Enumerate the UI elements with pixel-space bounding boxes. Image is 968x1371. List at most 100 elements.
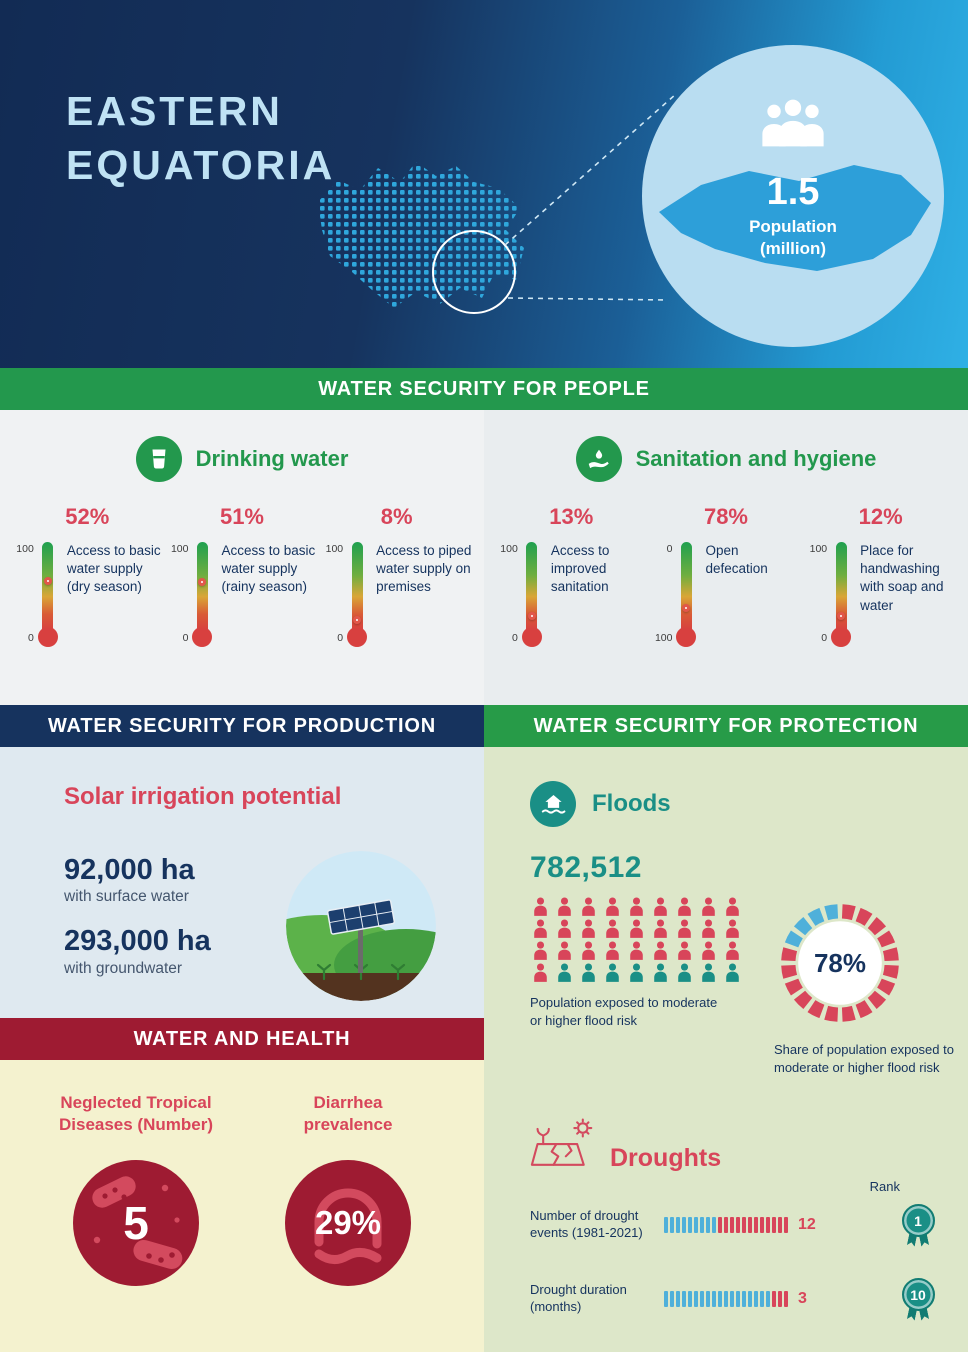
scale-bottom: 0 bbox=[182, 632, 189, 644]
donut-segment bbox=[793, 916, 813, 936]
person-icon bbox=[698, 919, 719, 938]
drought-events-row: Number of drought events (1981-2021) 12 … bbox=[530, 1204, 940, 1246]
thermometer-scale: 100 0 bbox=[166, 542, 189, 644]
solar-irrigation-row: 92,000 ha with surface water 293,000 ha … bbox=[64, 851, 484, 1001]
thermometer-value: 13% bbox=[549, 504, 594, 529]
ntd-circle: 5 bbox=[73, 1160, 199, 1287]
person-icon bbox=[698, 941, 719, 960]
sanitation-panel: Sanitation and hygiene 13% 100 0 Access to … bbox=[484, 410, 968, 705]
thermometer-label: Access to basic water supply (dry season… bbox=[66, 543, 161, 595]
population-circle: 1.5 Population (million) bbox=[642, 45, 944, 347]
page-title-line1: EASTERN bbox=[66, 88, 283, 134]
person-icon bbox=[530, 963, 551, 982]
person-icon bbox=[650, 897, 671, 916]
scale-top: 100 bbox=[325, 543, 344, 555]
thermometer-scale: 100 0 bbox=[12, 542, 34, 644]
donut-segment bbox=[877, 930, 896, 948]
bar-tick bbox=[700, 1217, 704, 1234]
person-icon bbox=[602, 941, 623, 960]
left-column: Solar irrigation potential 92,000 ha wit… bbox=[0, 747, 484, 1353]
drought-duration-bars bbox=[664, 1291, 788, 1308]
person-icon bbox=[674, 941, 695, 960]
scale-top: 100 bbox=[809, 543, 828, 555]
droughts-title: Droughts bbox=[610, 1144, 722, 1173]
thermometer-label: Open defecation bbox=[705, 543, 768, 577]
donut-segment bbox=[882, 964, 899, 979]
thermometer-drinking-1: 51% 100 0 Access to basic water supply (rai… bbox=[167, 504, 317, 647]
thermometer-label: Access to piped water supply on premises bbox=[376, 543, 472, 595]
drought-events-value: 12 bbox=[798, 1216, 816, 1234]
drought-events-label: Number of drought events (1981-2021) bbox=[530, 1208, 643, 1241]
thermometer-gauge bbox=[37, 542, 58, 647]
thermometer-bulb bbox=[676, 627, 697, 647]
drought-duration-value: 3 bbox=[798, 1290, 807, 1308]
drought-duration-row: Drought duration (months) 3 10 bbox=[530, 1278, 940, 1320]
donut-segment bbox=[807, 1000, 825, 1019]
droughts-block: Droughts Rank Number of drought events (… bbox=[530, 1118, 940, 1320]
zoom-circle bbox=[432, 230, 516, 314]
production-content: Solar irrigation potential 92,000 ha wit… bbox=[0, 747, 484, 1018]
scale-bottom: 0 bbox=[511, 632, 518, 644]
eastern-equatoria-region-shape bbox=[659, 165, 931, 271]
flood-donut-block: 78% Share of population exposed to moder… bbox=[774, 897, 964, 1076]
bar-tick bbox=[700, 1291, 704, 1308]
rank-medal-value: 10 bbox=[901, 1278, 935, 1312]
drinking-water-header: Drinking water bbox=[0, 436, 484, 482]
bar-tick bbox=[676, 1217, 680, 1234]
person-icon bbox=[602, 919, 623, 938]
magnifier-overlay bbox=[432, 93, 677, 314]
bar-tick bbox=[724, 1291, 728, 1308]
donut-segment bbox=[807, 907, 825, 926]
floods-title: Floods bbox=[592, 790, 671, 817]
person-icon bbox=[602, 963, 623, 982]
bar-tick bbox=[682, 1217, 686, 1234]
bar-tick bbox=[724, 1217, 728, 1234]
thermometer-tube bbox=[835, 542, 847, 630]
drinking-water-thermometers: 52% 100 0 Access to basic water supply (dry… bbox=[0, 504, 484, 647]
thermometer-label: Access to basic water supply (rainy seas… bbox=[221, 543, 316, 595]
donut-segment bbox=[781, 964, 798, 979]
drought-icon bbox=[530, 1118, 596, 1177]
production-section-banner: WATER SECURITY FOR PRODUCTION bbox=[0, 705, 484, 747]
thermometer-value: 78% bbox=[703, 504, 748, 529]
thermometer-marker bbox=[198, 578, 207, 587]
flood-share-donut: 78% bbox=[774, 897, 906, 1029]
groundwater-value: 293,000 ha bbox=[64, 925, 211, 958]
bar-tick bbox=[742, 1217, 746, 1234]
donut-segment bbox=[877, 978, 896, 996]
thermometer-bulb bbox=[347, 627, 368, 647]
population-label: Population bbox=[749, 217, 837, 236]
thermometer-scale: 0 100 bbox=[650, 542, 673, 644]
scale-bottom: 0 bbox=[337, 632, 344, 644]
thermometer-gauge bbox=[676, 542, 697, 647]
person-icon bbox=[650, 963, 671, 982]
thermometer-label: Access to improved sanitation bbox=[550, 543, 610, 595]
population-icon bbox=[762, 99, 824, 147]
bar-tick bbox=[664, 1217, 668, 1234]
drought-duration-label: Drought duration (months) bbox=[530, 1282, 627, 1315]
header: EASTERN EQUATORIA bbox=[0, 0, 968, 368]
person-icon bbox=[578, 941, 599, 960]
thermometer-scale: 100 0 bbox=[805, 542, 828, 644]
donut-segment bbox=[824, 904, 839, 921]
person-icon bbox=[722, 963, 743, 982]
person-icon bbox=[626, 941, 647, 960]
person-icon bbox=[554, 941, 575, 960]
donut-segment bbox=[855, 907, 873, 926]
bar-tick bbox=[754, 1217, 758, 1234]
ntd-value: 5 bbox=[123, 1197, 149, 1250]
bar-tick bbox=[754, 1291, 758, 1308]
bar-tick bbox=[772, 1291, 776, 1308]
south-sudan-dot-map bbox=[318, 162, 524, 308]
drinking-water-icon bbox=[135, 436, 182, 482]
drought-duration-rank-medal: 10 bbox=[896, 1278, 940, 1320]
diarrhea-value: 29% bbox=[314, 1204, 382, 1242]
solar-irrigation-illustration bbox=[286, 851, 436, 1001]
thermometer-bulb bbox=[192, 627, 213, 647]
surface-water-label: with surface water bbox=[64, 888, 189, 906]
flood-donut-caption: Share of population exposed to moderate … bbox=[774, 1042, 954, 1075]
ntd-label: Neglected Tropical Diseases (Number) bbox=[58, 1093, 213, 1135]
thermometer-tube bbox=[196, 542, 208, 630]
person-icon bbox=[578, 963, 599, 982]
